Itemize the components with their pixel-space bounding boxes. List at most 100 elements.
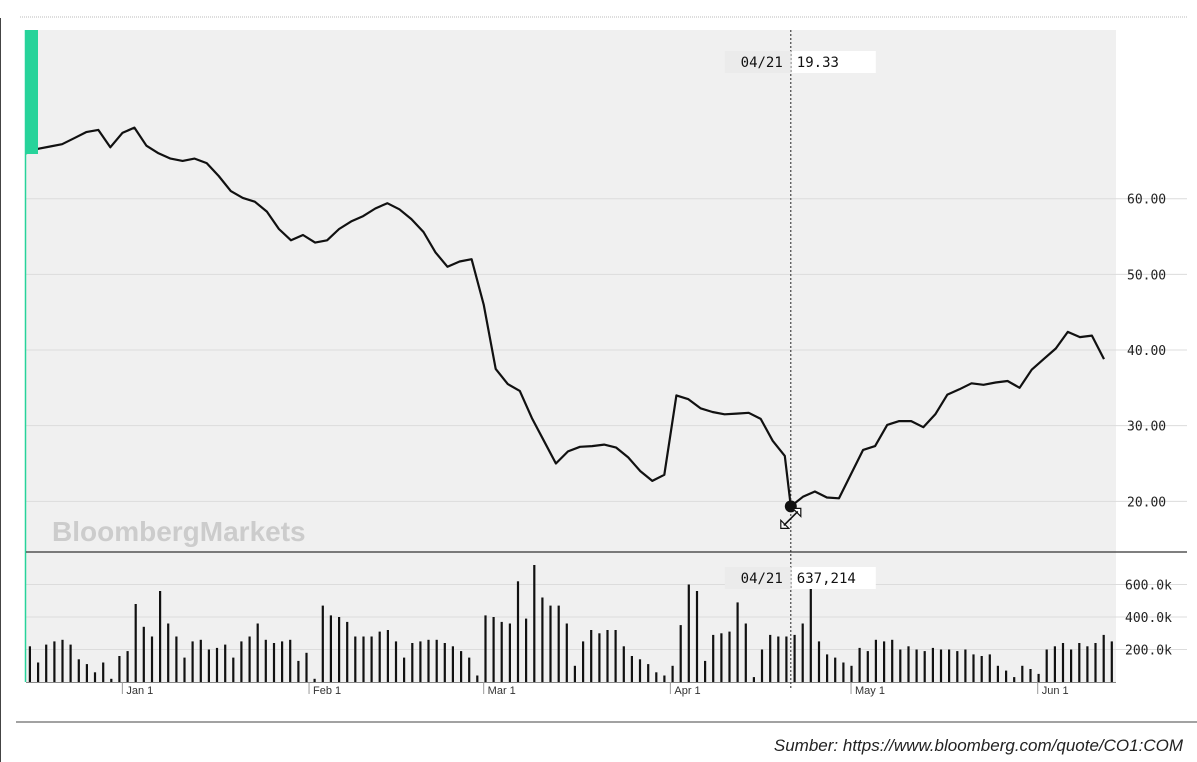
x-tick-label: Jan 1 (126, 685, 153, 697)
volume-bar (883, 641, 886, 682)
volume-bar (183, 657, 186, 682)
volume-bar (630, 656, 633, 682)
volume-bar (980, 656, 983, 682)
x-tick-label: May 1 (855, 685, 885, 697)
volume-bar (549, 605, 552, 682)
volume-bar (468, 657, 471, 682)
volume-bar (126, 651, 129, 682)
price-tick-label: 20.00 (1127, 495, 1166, 510)
volume-bar (1061, 643, 1065, 682)
volume-bar (923, 651, 926, 682)
volume-bar (175, 636, 178, 682)
volume-bar (777, 636, 780, 682)
volume-bar (1013, 677, 1016, 682)
volume-bar (191, 641, 194, 682)
volume-bar (874, 639, 877, 683)
volume-bar (1005, 670, 1008, 682)
volume-bar (297, 660, 300, 682)
volume-bar (972, 654, 975, 682)
volume-bar (638, 659, 642, 683)
volume-bar (232, 657, 235, 682)
volume-bar (85, 664, 88, 682)
volume-bar (451, 646, 454, 683)
volume-bar (695, 591, 699, 682)
volume-bar (907, 646, 910, 683)
x-axis: Jan 1 Feb 1 Mar 1 Apr 1 May 1 Jun 1 (26, 682, 1116, 697)
volume-bar (712, 634, 715, 682)
x-tick-label: Apr 1 (674, 685, 700, 697)
volume-bar (134, 604, 137, 682)
volume-bar (1053, 646, 1056, 683)
volume-bar (354, 636, 357, 682)
volume-bar (1110, 641, 1113, 682)
volume-bar (1037, 673, 1040, 682)
volume-bar (785, 636, 788, 682)
price-crosshair-label-date-box (724, 51, 791, 73)
volume-bar (1094, 643, 1097, 682)
volume-bar (582, 641, 585, 682)
volume-bar (150, 636, 154, 682)
volume-bar (866, 651, 869, 682)
volume-bar (427, 639, 430, 683)
volume-bar (102, 662, 105, 682)
volume-bar (28, 646, 31, 683)
resize-arrow-shaft (783, 510, 799, 526)
volume-crosshair-label: 04/21 637,214 (724, 567, 876, 589)
volume-bar (248, 636, 251, 682)
price-tick-label: 50.00 (1127, 268, 1166, 283)
volume-bar (948, 649, 951, 682)
volume-bar (215, 647, 219, 682)
volume-bar (614, 630, 617, 682)
volume-bar (769, 634, 772, 682)
volume-bar (142, 626, 145, 683)
volume-bar (720, 633, 723, 683)
volume-bar (460, 651, 463, 682)
volume-bar (69, 644, 72, 682)
volume-bar (329, 615, 332, 682)
price-crosshair-label-date: 04/21 (741, 55, 783, 71)
price-axis: 60.00 50.00 40.00 30.00 20.00 (1127, 193, 1166, 511)
volume-bar (565, 623, 568, 682)
volume-bar (826, 654, 829, 682)
volume-bar (655, 672, 658, 683)
volume-bar (37, 662, 40, 682)
volume-bar (61, 639, 64, 683)
volume-crosshair-label-date-box (724, 567, 791, 589)
volume-bar (370, 636, 373, 682)
volume-bar (956, 651, 959, 682)
volume-bar (744, 623, 747, 682)
volume-tick-label: 600.0k (1125, 579, 1172, 594)
x-tick-label: Feb 1 (313, 685, 341, 697)
price-tick-label: 30.00 (1127, 420, 1166, 435)
volume-tick-label: 200.0k (1125, 644, 1172, 659)
volume-crosshair-label-date: 04/21 (741, 571, 783, 587)
volume-bar (931, 647, 934, 682)
volume-bar (500, 621, 503, 682)
volume-bar (996, 665, 999, 683)
volume-bar (207, 649, 210, 682)
volume-bar (476, 675, 479, 682)
volume-bar (793, 634, 796, 682)
volume-bar (1045, 649, 1048, 682)
volume-bar (679, 625, 682, 682)
volume-bar (321, 605, 324, 682)
source-caption: Sumber: https://www.bloomberg.com/quote/… (773, 736, 1183, 755)
volume-bar (891, 639, 894, 683)
price-tick-label: 60.00 (1127, 193, 1166, 208)
price-crosshair-label-value-box (791, 51, 876, 73)
volume-bar (736, 602, 739, 682)
volume-bar (817, 641, 821, 682)
volume-bar (809, 578, 812, 682)
crosshair-labels: 04/21 19.33 04/21 637,214 (724, 51, 876, 589)
volume-bar (752, 677, 755, 682)
volume-bar (167, 623, 170, 682)
volume-bar (118, 656, 121, 682)
volume-bar (199, 639, 202, 683)
volume-bar (484, 615, 487, 682)
volume-bar (663, 675, 666, 682)
volume-bar (378, 631, 381, 682)
volume-bar (403, 657, 406, 682)
volume-bar (598, 633, 601, 683)
price-tick-label: 40.00 (1127, 344, 1166, 359)
volume-bar (492, 617, 495, 682)
